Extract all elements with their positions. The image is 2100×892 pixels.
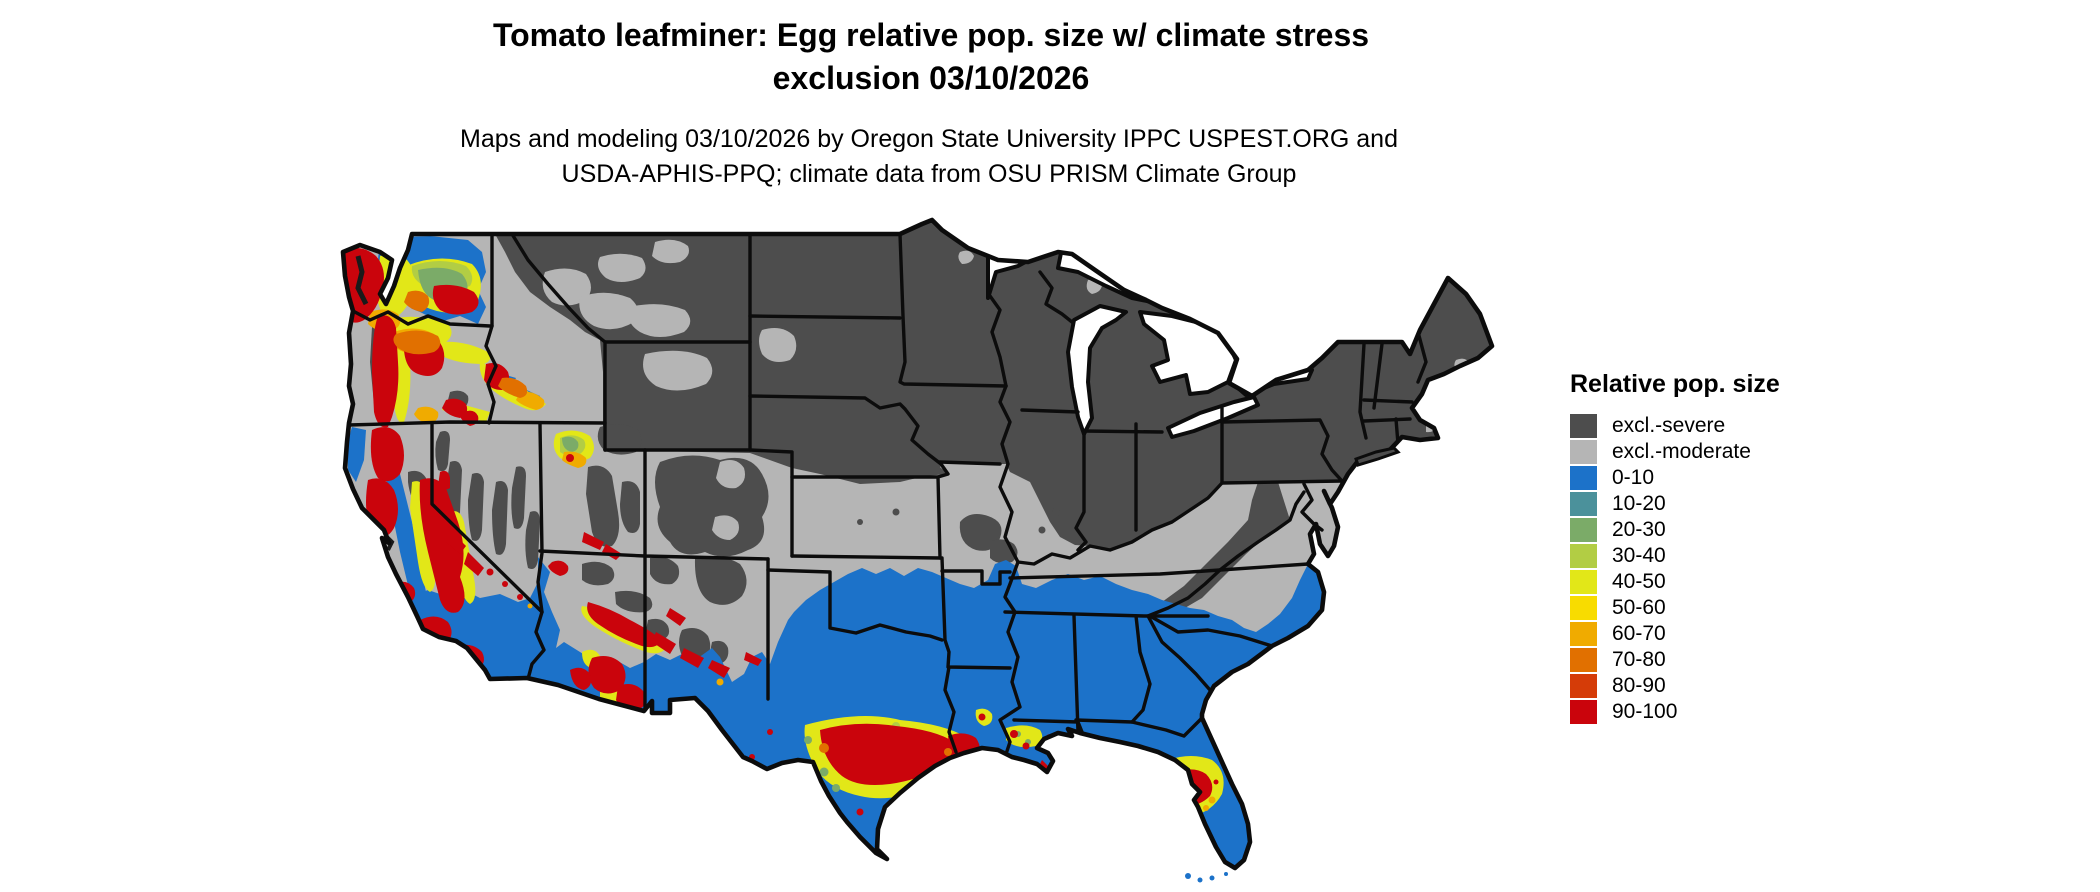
legend-swatch-40-50 xyxy=(1570,570,1597,594)
state-borders xyxy=(347,232,1428,766)
legend: Relative pop. size excl.-severe excl.-mo… xyxy=(1570,370,1780,725)
legend-label: 80-90 xyxy=(1612,674,1666,697)
legend-items: excl.-severe excl.-moderate 0-10 10-20 2… xyxy=(1570,413,1780,725)
legend-item: 90-100 xyxy=(1570,699,1780,725)
legend-item: 20-30 xyxy=(1570,517,1780,543)
legend-swatch-20-30 xyxy=(1570,518,1597,542)
hotspots-70-80 xyxy=(393,290,952,756)
legend-item: excl.-moderate xyxy=(1570,439,1780,465)
legend-item: excl.-severe xyxy=(1570,413,1780,439)
us-map xyxy=(300,212,1560,892)
long-island xyxy=(1354,446,1401,467)
legend-item: 40-50 xyxy=(1570,569,1780,595)
legend-label: 70-80 xyxy=(1612,648,1666,671)
legend-label: 60-70 xyxy=(1612,622,1666,645)
legend-swatch-excl-moderate xyxy=(1570,440,1597,464)
legend-swatch-90-100 xyxy=(1570,700,1597,724)
map-subtitle: Maps and modeling 03/10/2026 by Oregon S… xyxy=(0,122,1858,192)
legend-item: 70-80 xyxy=(1570,647,1780,673)
legend-label: excl.-moderate xyxy=(1612,440,1751,463)
legend-swatch-10-20 xyxy=(1570,492,1597,516)
legend-item: 10-20 xyxy=(1570,491,1780,517)
legend-swatch-0-10 xyxy=(1570,466,1597,490)
legend-label: excl.-severe xyxy=(1612,414,1726,437)
map-subtitle-line2: USDA-APHIS-PPQ; climate data from OSU PR… xyxy=(561,160,1297,188)
legend-item: 30-40 xyxy=(1570,543,1780,569)
legend-swatch-80-90 xyxy=(1570,674,1597,698)
legend-swatch-50-60 xyxy=(1570,596,1597,620)
region-moderate-mottle xyxy=(542,239,1470,540)
us-outline xyxy=(340,217,1495,871)
map-title-line2: exclusion 03/10/2026 xyxy=(772,60,1090,96)
islands xyxy=(1185,872,1228,883)
legend-label: 40-50 xyxy=(1612,570,1666,593)
legend-label: 0-10 xyxy=(1612,466,1655,489)
legend-item: 60-70 xyxy=(1570,621,1780,647)
legend-label: 90-100 xyxy=(1612,700,1678,723)
legend-item: 80-90 xyxy=(1570,673,1780,699)
legend-swatch-60-70 xyxy=(1570,622,1597,646)
legend-title: Relative pop. size xyxy=(1570,370,1780,398)
legend-label: 50-60 xyxy=(1612,596,1666,619)
legend-label: 10-20 xyxy=(1612,492,1666,515)
us-map-svg xyxy=(300,212,1560,892)
severe-specks xyxy=(857,508,1060,534)
legend-swatch-excl-severe xyxy=(1570,414,1597,438)
legend-swatch-30-40 xyxy=(1570,544,1597,568)
legend-swatch-70-80 xyxy=(1570,648,1597,672)
legend-label: 30-40 xyxy=(1612,544,1666,567)
map-title: Tomato leafminer: Egg relative pop. size… xyxy=(0,14,1862,100)
legend-item: 50-60 xyxy=(1570,595,1780,621)
legend-item: 0-10 xyxy=(1570,465,1780,491)
legend-label: 20-30 xyxy=(1612,518,1666,541)
puget-sound-water xyxy=(355,255,369,306)
map-subtitle-line1: Maps and modeling 03/10/2026 by Oregon S… xyxy=(460,125,1398,153)
lake-erie xyxy=(1166,395,1260,439)
map-title-line1: Tomato leafminer: Egg relative pop. size… xyxy=(492,17,1370,53)
